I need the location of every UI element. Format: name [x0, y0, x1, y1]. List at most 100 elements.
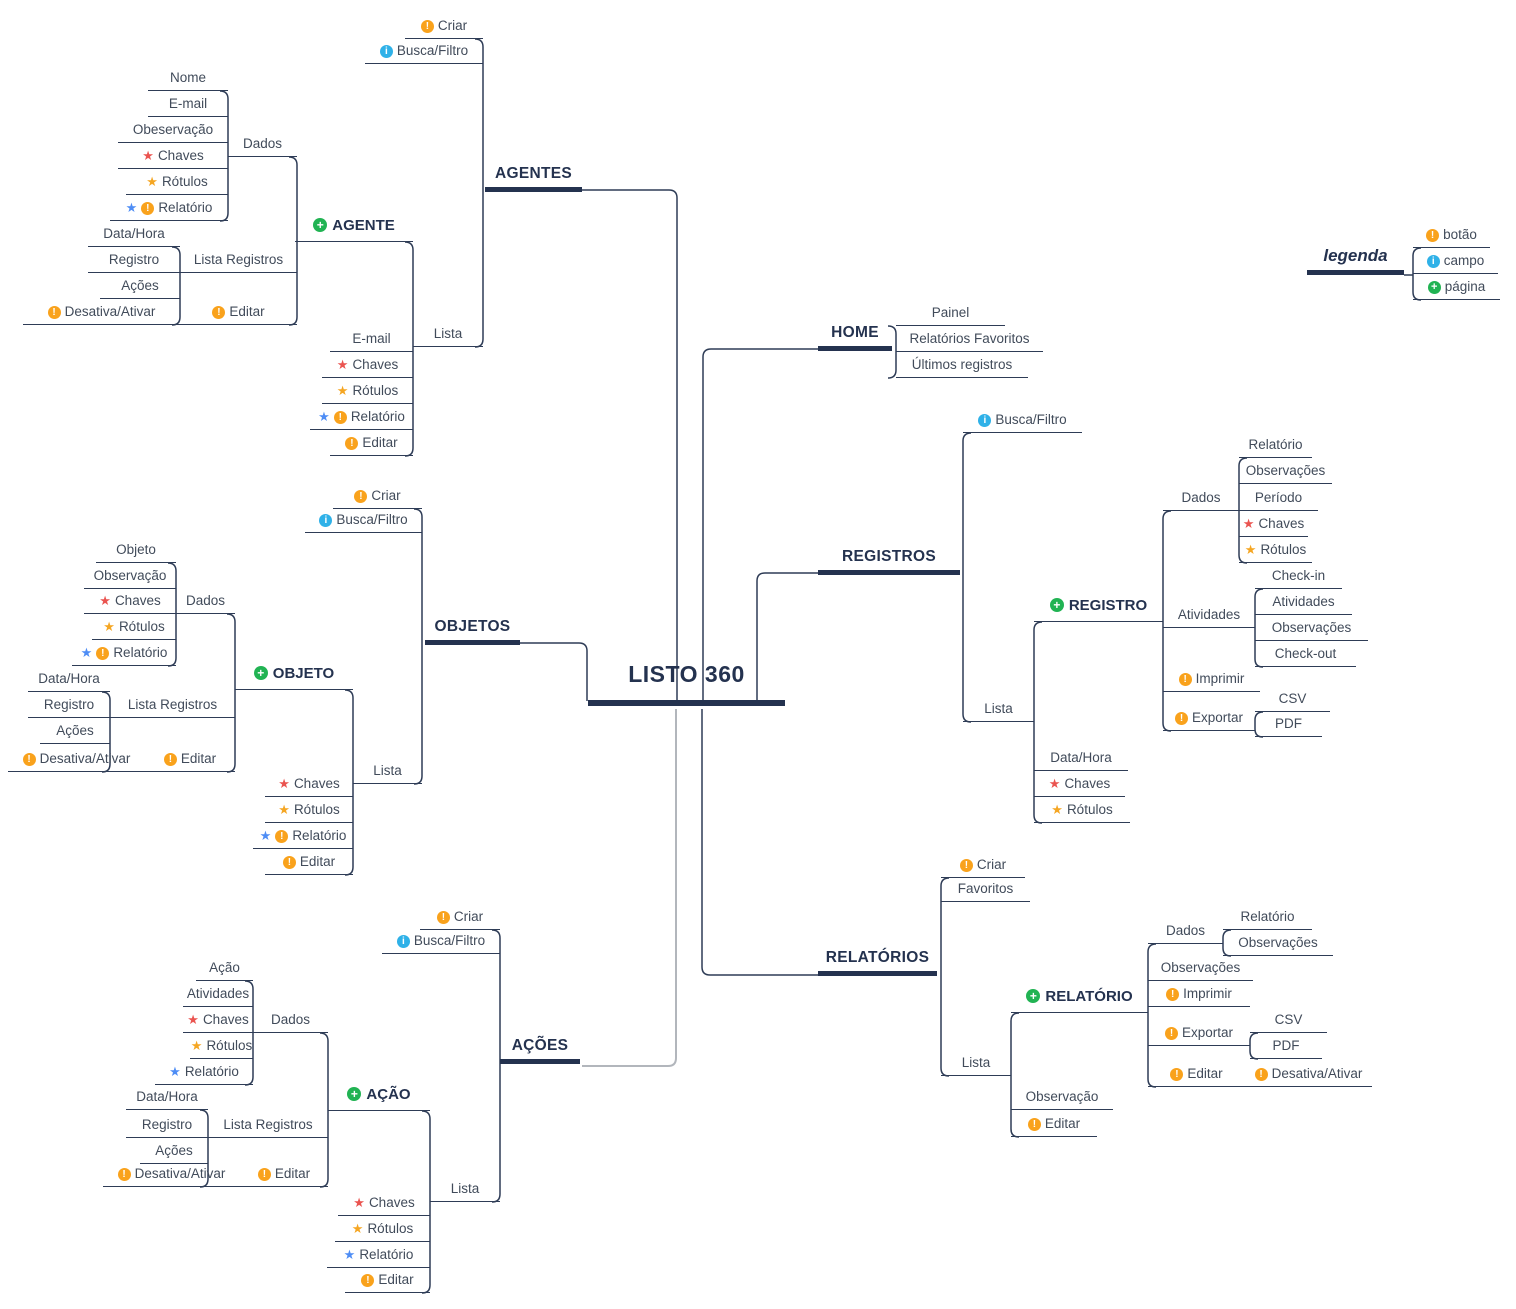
branch-objetos[interactable]: OBJETOS: [425, 617, 520, 645]
node-agente-relatorio[interactable]: ★! Relatório: [110, 198, 228, 221]
node-registro-dados-periodo[interactable]: Período: [1239, 488, 1318, 511]
node-agente-dados[interactable]: Dados: [228, 134, 297, 157]
node-relatorio-exportar-csv[interactable]: CSV: [1250, 1010, 1327, 1033]
node-acao-page[interactable]: + AÇÃO: [328, 1084, 430, 1111]
node-acoes-lista[interactable]: Lista: [430, 1179, 500, 1202]
node-objetos-lista-rotulos[interactable]: ★ Rótulos: [265, 800, 353, 823]
node-acao-lr-desativa-ativar[interactable]: ! Desativa/Ativar: [103, 1164, 240, 1187]
central-topic[interactable]: LISTO 360: [588, 659, 785, 706]
node-registros-lista-rotulos[interactable]: ★ Rótulos: [1034, 800, 1130, 823]
node-objeto-lr-registro[interactable]: Registro: [28, 695, 110, 718]
node-agentes-lista-rotulos[interactable]: ★ Rótulos: [322, 381, 413, 404]
node-agentes-lista-editar[interactable]: ! Editar: [330, 433, 413, 456]
node-acao-dados-atividades[interactable]: Atividades: [183, 984, 253, 1007]
node-home-ultimos-registros[interactable]: Últimos registros: [896, 355, 1028, 378]
branch-agentes[interactable]: AGENTES: [485, 164, 582, 192]
node-agentes-lista[interactable]: Lista: [413, 324, 483, 347]
node-agentes-lista-chaves[interactable]: ★ Chaves: [322, 355, 413, 378]
node-objetos-lista-chaves[interactable]: ★ Chaves: [265, 774, 353, 797]
node-acoes-lista-editar[interactable]: ! Editar: [345, 1270, 430, 1293]
node-registro-atividades[interactable]: Atividades: [1163, 605, 1255, 628]
node-acao-dados-acao[interactable]: Ação: [196, 958, 253, 981]
node-agente-chaves[interactable]: ★ Chaves: [118, 146, 228, 169]
node-acao-dados[interactable]: Dados: [253, 1010, 328, 1033]
node-objetos-lista-relatorio[interactable]: ★! Relatório: [253, 826, 353, 849]
node-objeto-editar[interactable]: ! Editar: [145, 749, 235, 772]
node-objeto-dados-rotulos[interactable]: ★ Rótulos: [92, 617, 176, 640]
node-objeto-dados-chaves[interactable]: ★ Chaves: [84, 591, 176, 614]
node-relatorios-lista[interactable]: Lista: [941, 1053, 1011, 1076]
node-registro-checkout[interactable]: Check-out: [1255, 644, 1356, 667]
node-relatorios-criar[interactable]: ! Criar: [941, 855, 1025, 878]
node-home-painel[interactable]: Painel: [896, 303, 1005, 326]
branch-relatorios[interactable]: RELATÓRIOS: [818, 948, 937, 976]
node-registro-checkin[interactable]: Check-in: [1255, 566, 1342, 589]
node-acao-lr-acoes[interactable]: Ações: [140, 1141, 208, 1164]
node-registros-lista-chaves[interactable]: ★ Chaves: [1034, 774, 1125, 797]
node-relatorios-lista-editar[interactable]: ! Editar: [1011, 1114, 1097, 1137]
node-relatorio-observacoes[interactable]: Observações: [1148, 958, 1253, 981]
node-objeto-dados[interactable]: Dados: [176, 591, 235, 614]
node-registro-exportar[interactable]: ! Exportar: [1163, 708, 1255, 731]
node-registro-exportar-csv[interactable]: CSV: [1255, 689, 1330, 712]
node-acao-lr-data-hora[interactable]: Data/Hora: [126, 1087, 208, 1110]
node-relatorios-lista-observacao[interactable]: Observação: [1011, 1087, 1113, 1110]
node-agente-rotulos[interactable]: ★ Rótulos: [126, 172, 228, 195]
node-registros-busca-filtro[interactable]: i Busca/Filtro: [963, 410, 1082, 433]
node-registro-page[interactable]: + REGISTRO: [1034, 595, 1163, 622]
branch-registros[interactable]: REGISTROS: [818, 547, 960, 575]
node-objetos-lista-editar[interactable]: ! Editar: [265, 852, 353, 875]
node-acoes-criar[interactable]: ! Criar: [420, 907, 500, 930]
node-objetos-criar[interactable]: ! Criar: [333, 486, 422, 509]
node-acao-dados-chaves[interactable]: ★ Chaves: [183, 1010, 253, 1033]
branch-home[interactable]: HOME: [818, 323, 892, 351]
node-registro-observacoes-item[interactable]: Observações: [1255, 618, 1368, 641]
node-agente-editar[interactable]: ! Editar: [180, 302, 297, 325]
node-relatorio-imprimir[interactable]: ! Imprimir: [1148, 984, 1250, 1007]
node-objeto-lr-desativa-ativar[interactable]: ! Desativa/Ativar: [8, 749, 145, 772]
node-acoes-lista-rotulos[interactable]: ★ Rótulos: [335, 1219, 430, 1242]
branch-acoes[interactable]: AÇÕES: [500, 1036, 580, 1064]
node-acao-lr-registro[interactable]: Registro: [126, 1115, 208, 1138]
node-acoes-busca-filtro[interactable]: i Busca/Filtro: [382, 931, 500, 954]
node-registro-exportar-pdf[interactable]: PDF: [1255, 714, 1322, 737]
node-agente-lr-data-hora[interactable]: Data/Hora: [88, 224, 180, 247]
node-relatorio-editar[interactable]: ! Editar: [1148, 1064, 1245, 1087]
node-relatorio-dados-observacoes[interactable]: Observações: [1223, 933, 1333, 956]
node-registro-atividades-item[interactable]: Atividades: [1255, 592, 1352, 615]
node-home-relatorios-favoritos[interactable]: Relatórios Favoritos: [896, 329, 1043, 352]
node-agente-nome[interactable]: Nome: [148, 68, 228, 91]
node-agentes-criar[interactable]: ! Criar: [405, 16, 483, 39]
node-objetos-lista[interactable]: Lista: [353, 761, 422, 784]
node-registro-dados[interactable]: Dados: [1163, 488, 1239, 511]
node-objeto-dados-observacao[interactable]: Observação: [84, 566, 176, 589]
node-relatorio-exportar-pdf[interactable]: PDF: [1250, 1036, 1322, 1059]
node-objeto-lr-acoes[interactable]: Ações: [40, 721, 110, 744]
node-relatorios-favoritos[interactable]: Favoritos: [941, 879, 1030, 902]
node-agente-lr-acoes[interactable]: Ações: [100, 276, 180, 299]
node-relatorio-dados[interactable]: Dados: [1148, 921, 1223, 944]
node-acoes-lista-relatorio[interactable]: ★ Relatório: [327, 1245, 430, 1268]
node-objetos-busca-filtro[interactable]: i Busca/Filtro: [305, 510, 422, 533]
node-relatorio-page[interactable]: + RELATÓRIO: [1011, 986, 1148, 1013]
node-registro-dados-rotulos[interactable]: ★ Rótulos: [1239, 540, 1312, 563]
node-relatorio-dados-relatorio[interactable]: Relatório: [1223, 907, 1312, 930]
node-agentes-busca-filtro[interactable]: i Busca/Filtro: [365, 41, 483, 64]
node-agentes-lista-email[interactable]: E-mail: [330, 329, 413, 352]
node-acao-dados-rotulos[interactable]: ★ Rótulos: [190, 1036, 253, 1059]
node-relatorio-exportar[interactable]: ! Exportar: [1148, 1023, 1250, 1046]
node-registros-lista[interactable]: Lista: [963, 699, 1034, 722]
node-agente-page[interactable]: + AGENTE: [295, 215, 413, 242]
node-acao-editar[interactable]: ! Editar: [240, 1164, 328, 1187]
node-registro-dados-chaves[interactable]: ★ Chaves: [1239, 514, 1308, 537]
node-acao-dados-relatorio[interactable]: ★ Relatório: [155, 1062, 253, 1085]
node-objeto-dados-relatorio[interactable]: ★! Relatório: [72, 643, 176, 666]
node-agente-lr-registro[interactable]: Registro: [88, 250, 180, 273]
node-registro-imprimir[interactable]: ! Imprimir: [1163, 669, 1260, 692]
node-agente-observacao[interactable]: Obeservação: [118, 120, 228, 143]
node-acao-lista-registros[interactable]: Lista Registros: [208, 1115, 328, 1138]
node-objeto-lista-registros[interactable]: Lista Registros: [110, 695, 235, 718]
node-agente-lr-desativa-ativar[interactable]: ! Desativa/Ativar: [23, 302, 180, 325]
node-registro-dados-observacoes[interactable]: Observações: [1239, 461, 1332, 484]
node-objeto-dados-objeto[interactable]: Objeto: [96, 540, 176, 563]
